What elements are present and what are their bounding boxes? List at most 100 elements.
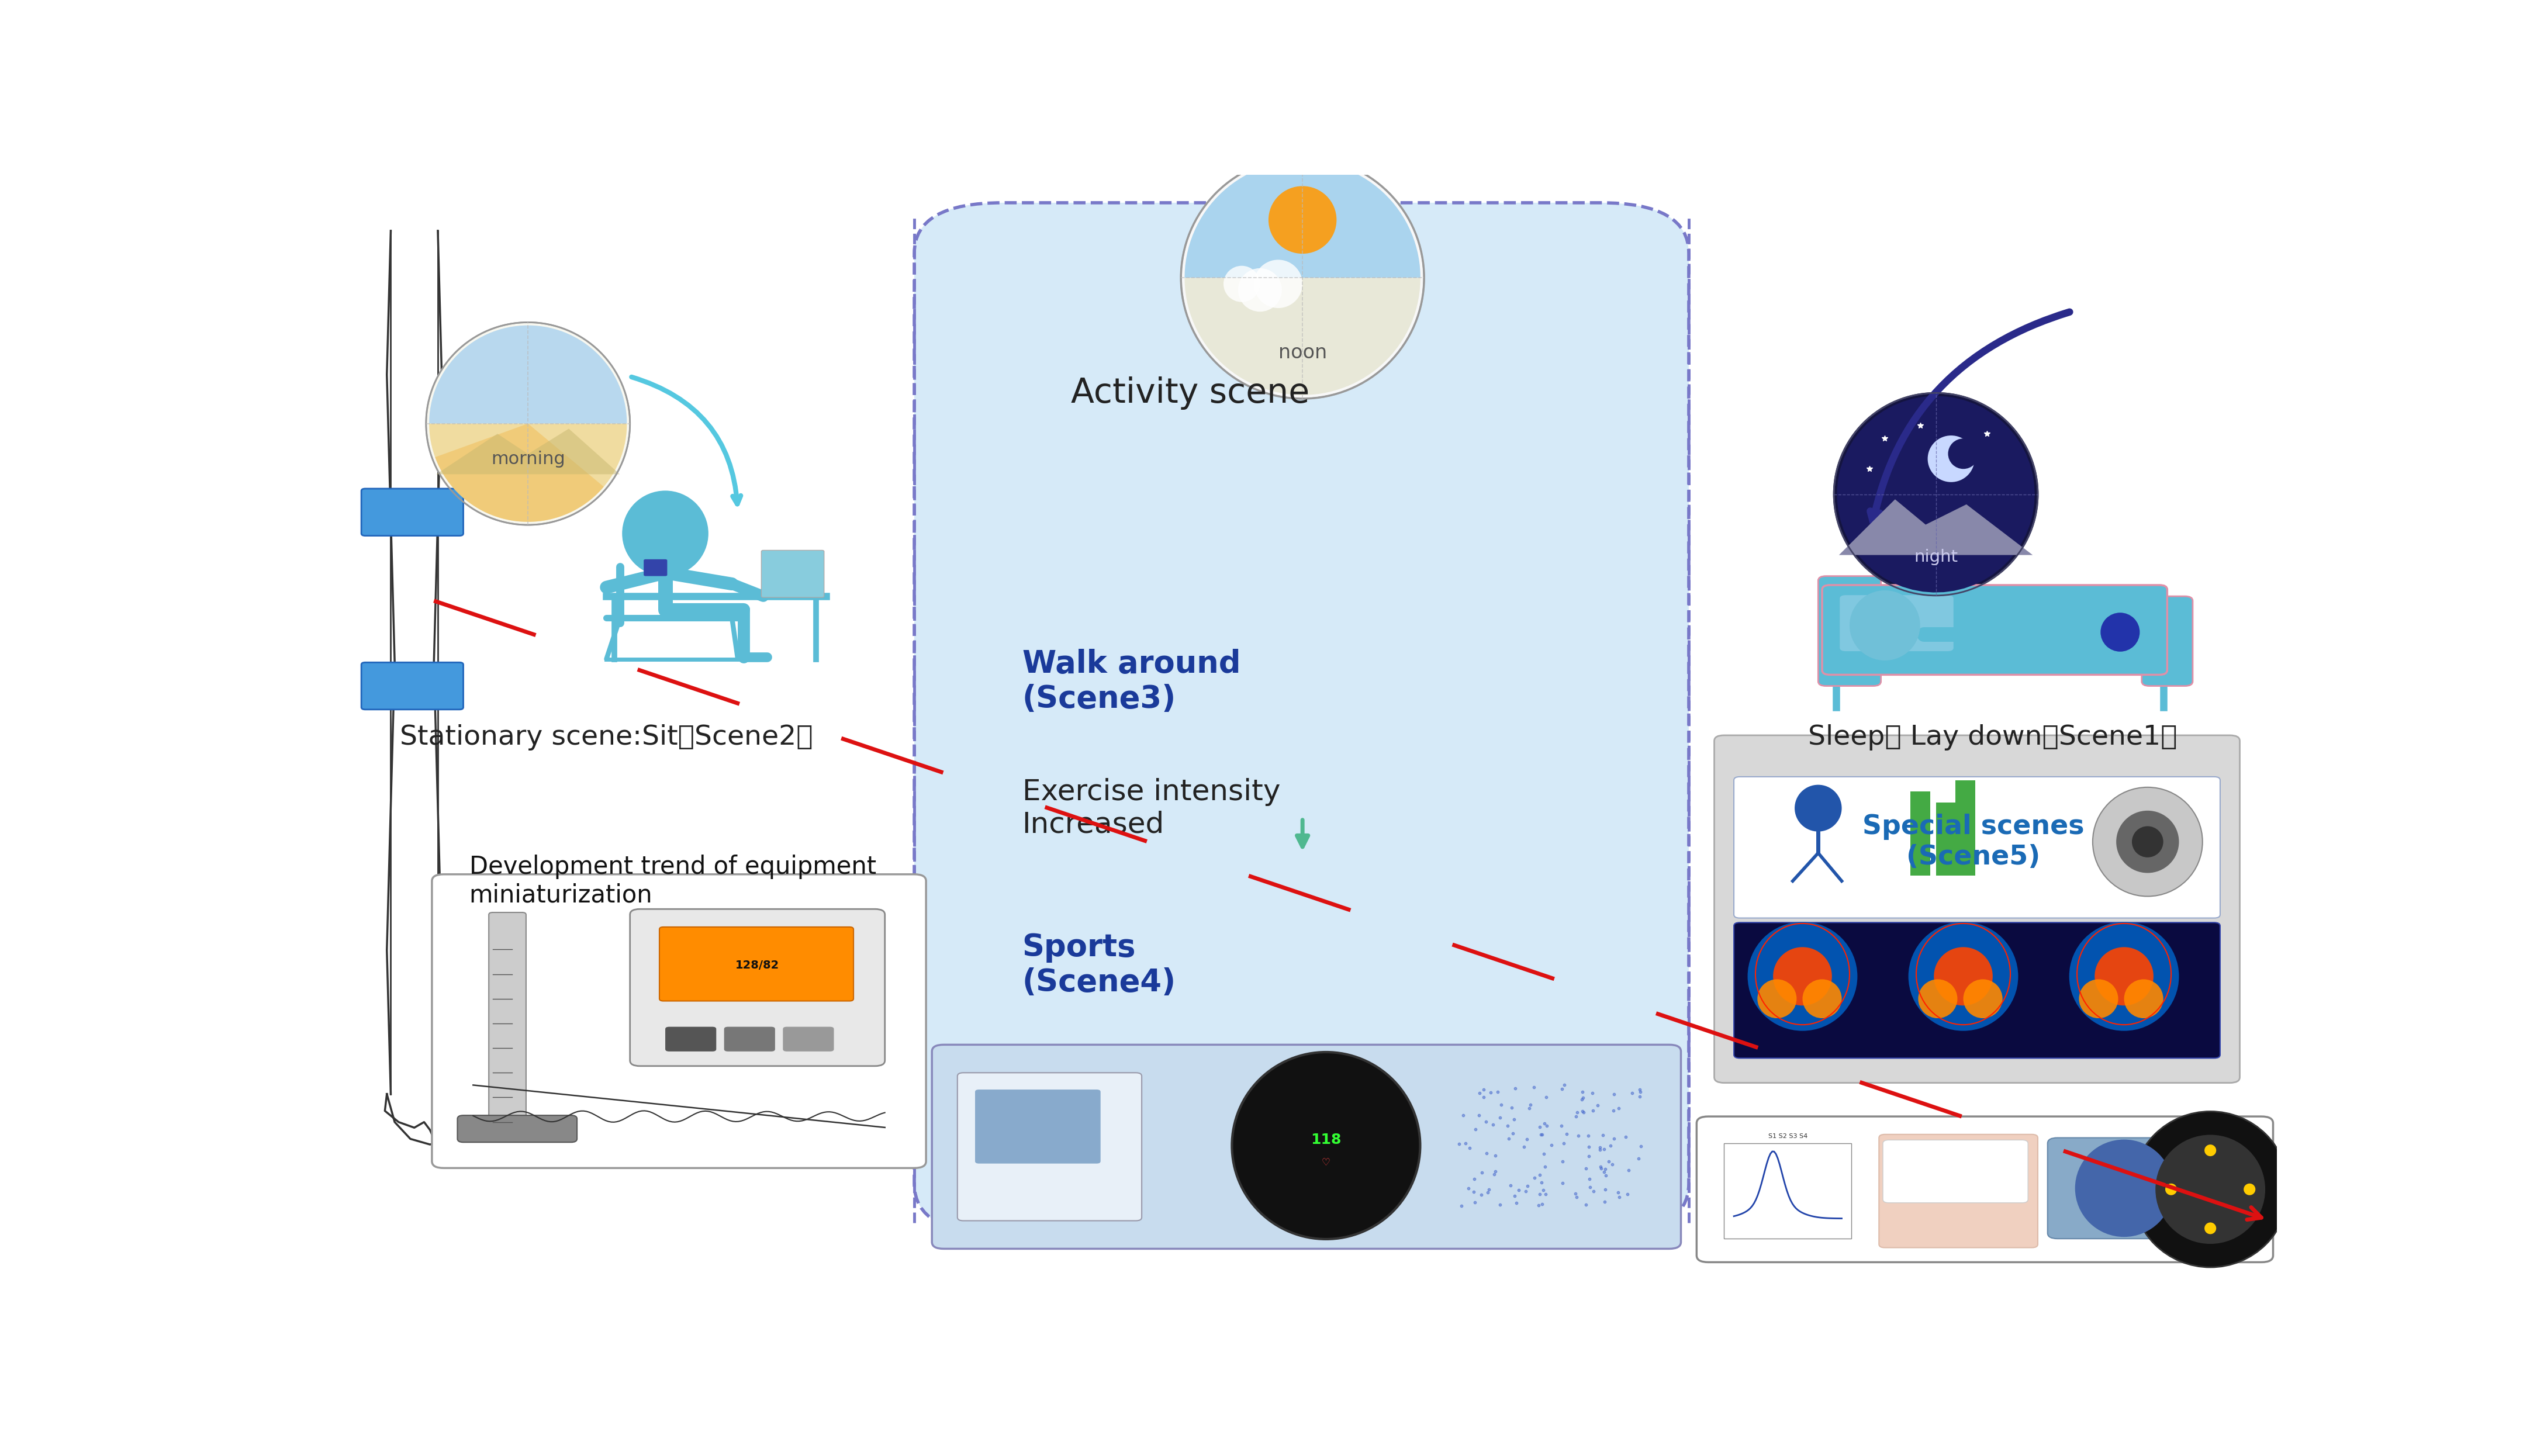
Point (1455, 1168, 1495, 1191)
Ellipse shape (1255, 259, 1303, 309)
FancyBboxPatch shape (1733, 776, 2221, 919)
Point (1455, 1117, 1495, 1140)
Polygon shape (1184, 278, 1419, 395)
Text: Sports
(Scene4): Sports (Scene4) (1022, 932, 1176, 997)
Point (1561, 1088, 1601, 1111)
Ellipse shape (622, 491, 708, 577)
FancyBboxPatch shape (974, 1089, 1101, 1163)
Point (1599, 1096, 1639, 1120)
Point (1493, 1121, 1533, 1144)
Point (1521, 1115, 1561, 1139)
Ellipse shape (2156, 1134, 2264, 1243)
Point (1571, 1082, 1612, 1105)
FancyBboxPatch shape (1819, 577, 1880, 686)
Ellipse shape (2133, 1111, 2290, 1267)
Point (1445, 1131, 1485, 1155)
Point (1569, 1168, 1609, 1191)
Point (1543, 1150, 1584, 1174)
Point (1561, 1099, 1601, 1123)
FancyBboxPatch shape (1882, 1140, 2029, 1203)
Ellipse shape (1908, 922, 2019, 1031)
Ellipse shape (1774, 946, 1832, 1006)
Point (1462, 1086, 1503, 1109)
Point (1521, 1182, 1561, 1206)
Point (1488, 1114, 1528, 1137)
Point (1564, 1080, 1604, 1104)
Ellipse shape (1928, 435, 1973, 482)
Ellipse shape (1801, 980, 1842, 1018)
Point (1495, 1191, 1536, 1214)
Point (1569, 1124, 1609, 1147)
Ellipse shape (2133, 826, 2163, 858)
FancyBboxPatch shape (1822, 585, 2168, 674)
Ellipse shape (2125, 980, 2163, 1018)
Point (1584, 1124, 1624, 1147)
Point (1569, 1136, 1609, 1159)
Point (1581, 1155, 1622, 1178)
Polygon shape (435, 424, 605, 521)
Point (1564, 1101, 1604, 1124)
FancyBboxPatch shape (2047, 1137, 2201, 1239)
Ellipse shape (1963, 980, 2004, 1018)
Point (1594, 1127, 1634, 1150)
Point (1576, 1093, 1617, 1117)
Point (1455, 1181, 1495, 1204)
Point (1604, 1125, 1645, 1149)
FancyBboxPatch shape (1839, 596, 1953, 651)
Point (1556, 1185, 1596, 1208)
Point (1526, 1155, 1566, 1178)
Point (1475, 1163, 1515, 1187)
FancyBboxPatch shape (488, 913, 526, 1136)
Ellipse shape (2095, 946, 2153, 1006)
Ellipse shape (1758, 980, 1796, 1018)
Point (1574, 1099, 1614, 1123)
Text: Sleep： Lay down（Scene1）: Sleep： Lay down（Scene1） (1809, 725, 2178, 751)
Ellipse shape (1225, 266, 1260, 301)
Point (1513, 1076, 1553, 1099)
Point (1455, 1191, 1495, 1214)
Point (1543, 1131, 1584, 1155)
FancyBboxPatch shape (1698, 1117, 2272, 1262)
Point (1521, 1163, 1561, 1187)
FancyBboxPatch shape (1880, 1134, 2037, 1248)
Ellipse shape (1247, 1067, 1404, 1223)
Point (1462, 1160, 1503, 1184)
Text: Activity scene: Activity scene (1070, 377, 1311, 411)
FancyBboxPatch shape (724, 1026, 774, 1051)
Point (1467, 1178, 1508, 1201)
Point (1579, 1139, 1619, 1162)
Point (1599, 1185, 1639, 1208)
Point (1541, 1172, 1581, 1195)
Point (1472, 1112, 1513, 1136)
Ellipse shape (1182, 157, 1424, 399)
Point (1495, 1076, 1536, 1099)
Point (1490, 1174, 1531, 1197)
Point (1508, 1127, 1548, 1150)
Point (1495, 1184, 1536, 1207)
Point (1584, 1158, 1624, 1181)
Text: noon: noon (1278, 344, 1326, 363)
FancyBboxPatch shape (643, 559, 668, 577)
Point (1591, 1134, 1632, 1158)
Text: morning: morning (491, 450, 564, 467)
FancyBboxPatch shape (660, 927, 853, 1000)
Point (1619, 1077, 1660, 1101)
FancyBboxPatch shape (362, 489, 463, 536)
Point (1523, 1123, 1564, 1146)
Point (1478, 1080, 1518, 1104)
Point (1558, 1124, 1599, 1147)
Point (1584, 1137, 1624, 1160)
Polygon shape (430, 325, 627, 424)
Point (1518, 1194, 1558, 1217)
Point (1607, 1182, 1647, 1206)
Point (1523, 1112, 1564, 1136)
Polygon shape (1839, 499, 2032, 555)
Point (1450, 1136, 1490, 1159)
Point (1531, 1133, 1571, 1156)
FancyBboxPatch shape (913, 202, 1690, 1235)
Point (1579, 1136, 1619, 1159)
Text: Exercise intensity
Increased: Exercise intensity Increased (1022, 778, 1280, 839)
FancyBboxPatch shape (1956, 780, 1976, 875)
Point (1480, 1192, 1521, 1216)
Point (1442, 1104, 1483, 1127)
